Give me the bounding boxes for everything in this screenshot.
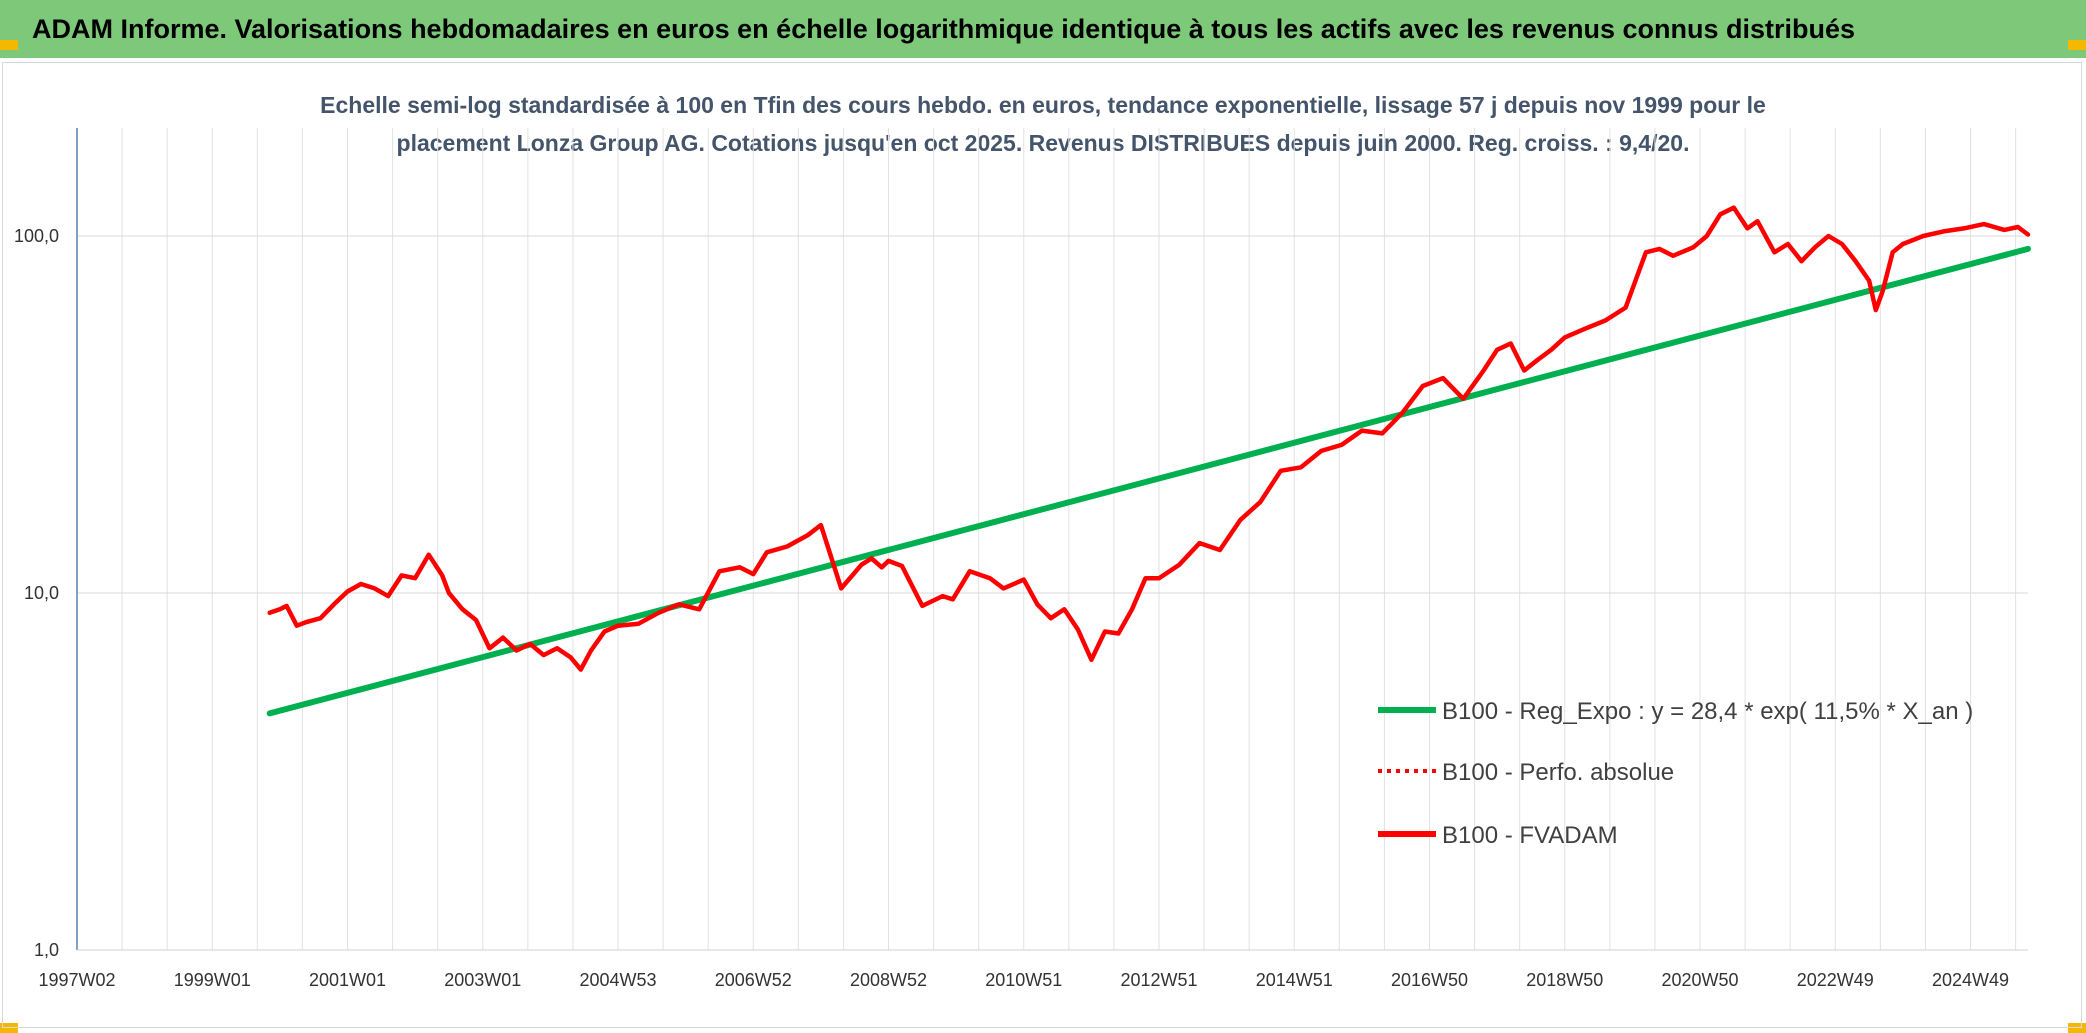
y-tick-label: 1,0 xyxy=(34,940,59,960)
legend-entry-perfo-absolue-label: B100 - Perfo. absolue xyxy=(1442,759,1674,786)
series-line-regression xyxy=(266,245,2031,717)
corner-accent-bottom-left xyxy=(0,1023,18,1033)
corner-accent-left xyxy=(0,40,18,50)
x-tick-label: 1999W01 xyxy=(174,970,251,990)
y-tick-label: 100,0 xyxy=(14,226,59,246)
series-line-fvadam xyxy=(267,205,2031,672)
x-tick-label: 2012W51 xyxy=(1120,970,1197,990)
x-tick-label: 2020W50 xyxy=(1661,970,1738,990)
report-title: ADAM Informe. Valorisations hebdomadaire… xyxy=(32,13,1856,44)
chart-title-line-1: Echelle semi-log standardisée à 100 en T… xyxy=(320,92,1766,118)
x-tick-label: 2014W51 xyxy=(1256,970,1333,990)
legend-entry-fvadam-label: B100 - FVADAM xyxy=(1442,822,1618,849)
report-banner: ADAM Informe. Valorisations hebdomadaire… xyxy=(0,0,2086,58)
corner-accent-bottom-right xyxy=(2068,1023,2086,1033)
x-tick-label: 2016W50 xyxy=(1391,970,1468,990)
corner-accent-right xyxy=(2068,40,2086,50)
chart-title-line-2: placement Lonza Group AG. Cotations jusq… xyxy=(396,130,1690,156)
x-tick-label: 2006W52 xyxy=(715,970,792,990)
chart-title: Echelle semi-log standardisée à 100 en T… xyxy=(0,86,2086,162)
x-tick-label: 2004W53 xyxy=(579,970,656,990)
x-tick-label: 2018W50 xyxy=(1526,970,1603,990)
x-tick-label: 2003W01 xyxy=(444,970,521,990)
x-tick-label: 2022W49 xyxy=(1797,970,1874,990)
x-tick-label: 2001W01 xyxy=(309,970,386,990)
x-tick-label: 2024W49 xyxy=(1932,970,2009,990)
legend-entry-regression-label: B100 - Reg_Expo : y = 28,4 * exp( 11,5% … xyxy=(1442,698,1973,725)
x-tick-label: 1997W02 xyxy=(38,970,115,990)
x-tick-label: 2010W51 xyxy=(985,970,1062,990)
y-tick-label: 10,0 xyxy=(24,583,59,603)
x-tick-label: 2008W52 xyxy=(850,970,927,990)
chart-frame xyxy=(2,62,2082,1028)
